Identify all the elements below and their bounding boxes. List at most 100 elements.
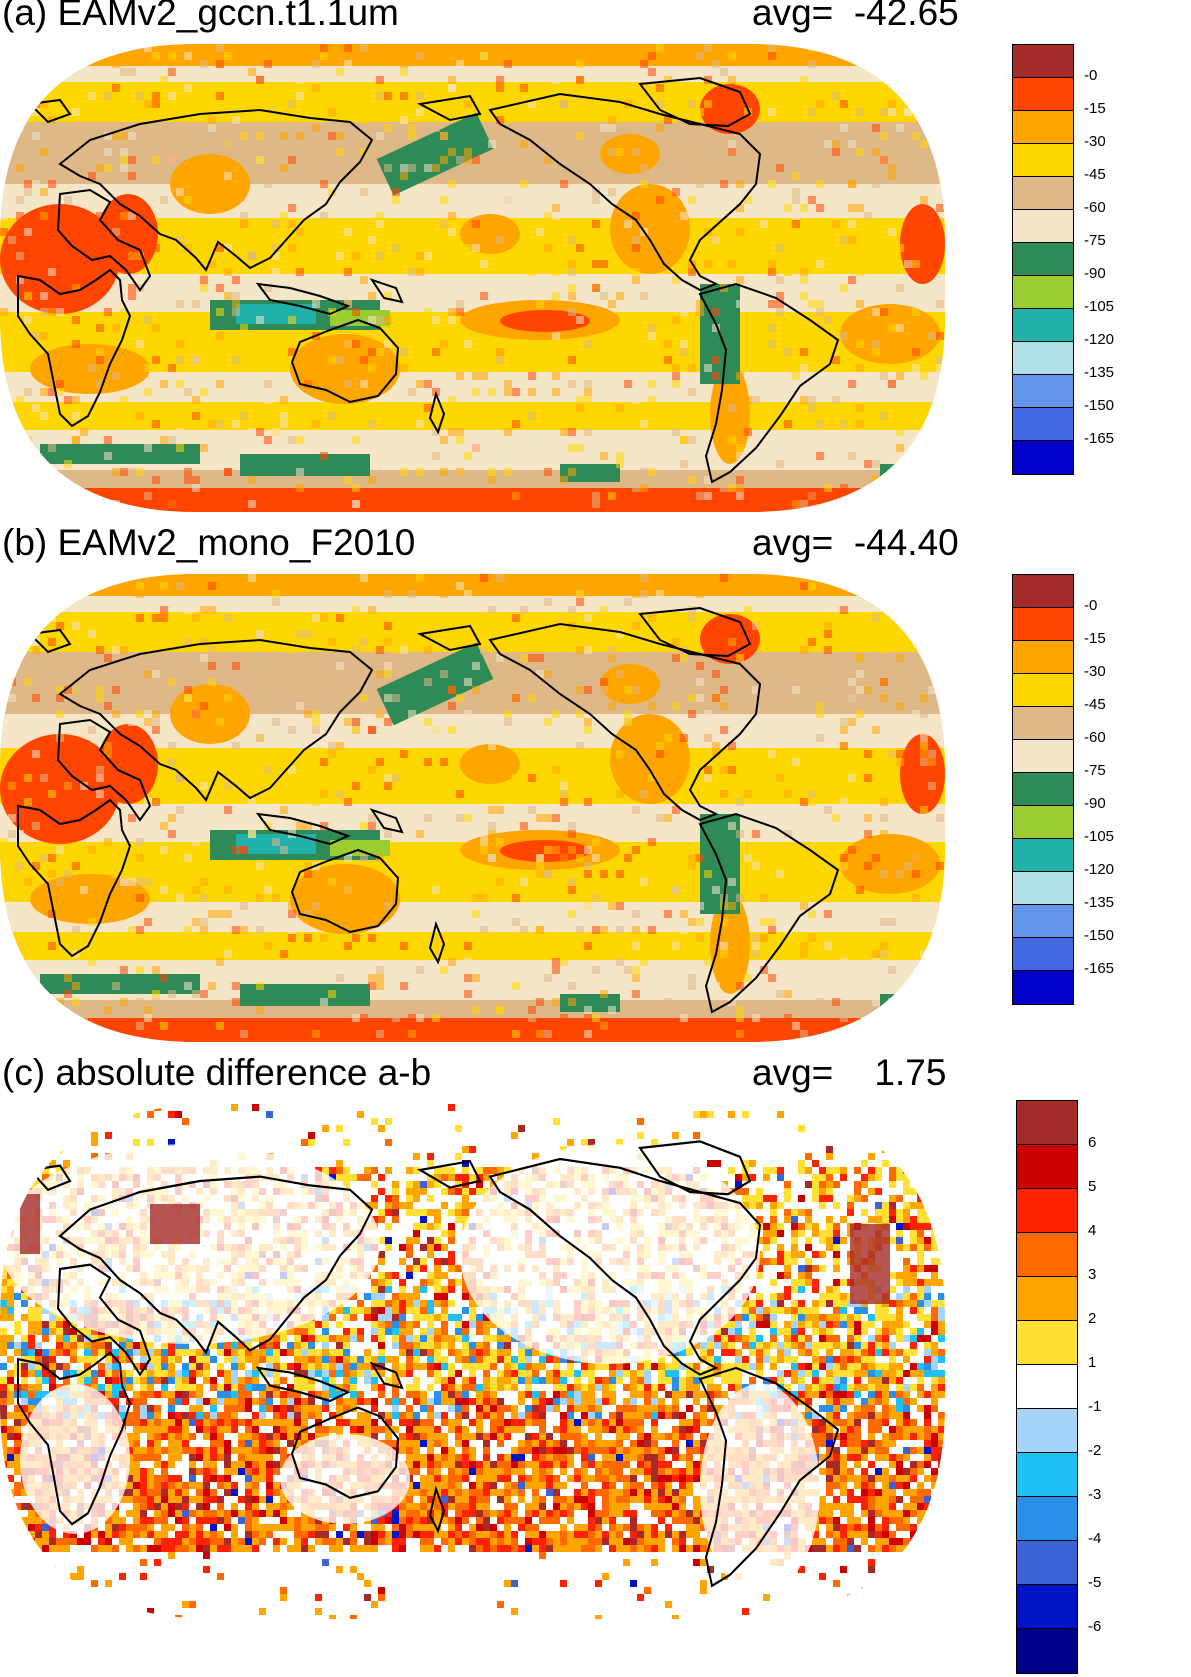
diff-cell	[196, 1356, 203, 1363]
diff-cell	[742, 1342, 749, 1349]
field-pixel	[728, 404, 736, 412]
field-pixel	[792, 500, 800, 508]
field-pixel	[304, 84, 312, 92]
field-pixel	[496, 348, 504, 356]
diff-cell	[161, 1391, 168, 1398]
diff-cell	[154, 1104, 161, 1111]
diff-cell	[203, 1370, 210, 1377]
field-pixel	[552, 268, 560, 276]
diff-cell	[294, 1349, 301, 1356]
field-pixel	[696, 934, 704, 942]
diff-cell	[469, 1307, 476, 1314]
field-pixel	[760, 918, 768, 926]
field-pixel	[888, 324, 896, 332]
diff-cell	[35, 1307, 42, 1314]
diff-cell	[637, 1384, 644, 1391]
field-pixel	[808, 404, 816, 412]
field-pixel	[40, 998, 48, 1006]
diff-cell	[833, 1265, 840, 1272]
diff-cell	[252, 1363, 259, 1370]
field-pixel	[936, 460, 944, 468]
diff-cell	[763, 1314, 770, 1321]
diff-cell	[896, 1272, 903, 1279]
field-pixel	[448, 228, 456, 236]
field-pixel	[312, 902, 320, 910]
field-patch	[880, 994, 940, 1008]
diff-cell	[721, 1335, 728, 1342]
field-pixel	[712, 670, 720, 678]
field-pixel	[176, 444, 184, 452]
field-pixel	[736, 492, 744, 500]
diff-cell	[931, 1272, 938, 1279]
field-pixel	[704, 260, 712, 268]
field-pixel	[152, 92, 160, 100]
coastline	[698, 812, 840, 1014]
diff-cell	[637, 1391, 644, 1398]
field-pixel	[232, 116, 240, 124]
diff-cell	[539, 1363, 546, 1370]
diff-cell	[420, 1279, 427, 1286]
field-band	[0, 44, 945, 66]
diff-cell	[308, 1349, 315, 1356]
colorbar-swatch	[1013, 309, 1073, 342]
diff-cell	[679, 1377, 686, 1384]
diff-cell	[238, 1391, 245, 1398]
field-pixel	[904, 862, 912, 870]
field-pixel	[928, 492, 936, 500]
diff-cell	[798, 1321, 805, 1328]
field-pixel	[336, 614, 344, 622]
field-pixel	[704, 774, 712, 782]
diff-cell	[931, 1244, 938, 1251]
field-pixel	[432, 428, 440, 436]
diff-cell	[602, 1377, 609, 1384]
diff-cell	[476, 1363, 483, 1370]
diff-cell	[336, 1125, 343, 1132]
diff-cell	[882, 1146, 889, 1153]
diff-cell	[392, 1181, 399, 1188]
field-pixel	[840, 252, 848, 260]
field-pixel	[160, 974, 168, 982]
diff-cell	[721, 1377, 728, 1384]
field-pixel	[24, 436, 32, 444]
diff-cell	[350, 1174, 357, 1181]
diff-cell	[399, 1244, 406, 1251]
field-pixel	[152, 990, 160, 998]
field-pixel	[328, 292, 336, 300]
diff-cell	[819, 1195, 826, 1202]
field-pixel	[616, 790, 624, 798]
field-pixel	[552, 332, 560, 340]
field-pixel	[352, 718, 360, 726]
diff-cell	[805, 1272, 812, 1279]
field-pixel	[464, 452, 472, 460]
field-blob	[30, 874, 150, 924]
field-pixel	[368, 974, 376, 982]
diff-cell	[784, 1195, 791, 1202]
field-blob	[500, 310, 590, 332]
diff-cell	[294, 1391, 301, 1398]
diff-cell	[252, 1349, 259, 1356]
field-pixel	[200, 444, 208, 452]
field-pixel	[904, 108, 912, 116]
field-pixel	[368, 918, 376, 926]
field-pixel	[800, 348, 808, 356]
diff-cell	[175, 1349, 182, 1356]
field-pixel	[936, 646, 944, 654]
field-pixel	[816, 204, 824, 212]
field-pixel	[448, 702, 456, 710]
colorbar-tick-label: -165	[1084, 430, 1115, 447]
field-pixel	[320, 614, 328, 622]
field-pixel	[712, 982, 720, 990]
diff-cell	[714, 1328, 721, 1335]
field-pixel	[200, 990, 208, 998]
diff-cell	[84, 1370, 91, 1377]
diff-cell	[343, 1174, 350, 1181]
diff-cell	[798, 1335, 805, 1342]
diff-cell	[77, 1356, 84, 1363]
diff-cell	[826, 1188, 833, 1195]
diff-cell	[938, 1370, 945, 1377]
diff-cell	[532, 1377, 539, 1384]
field-pixel	[440, 468, 448, 476]
diff-cell	[406, 1384, 413, 1391]
diff-cell	[847, 1104, 854, 1111]
field-pixel	[904, 260, 912, 268]
